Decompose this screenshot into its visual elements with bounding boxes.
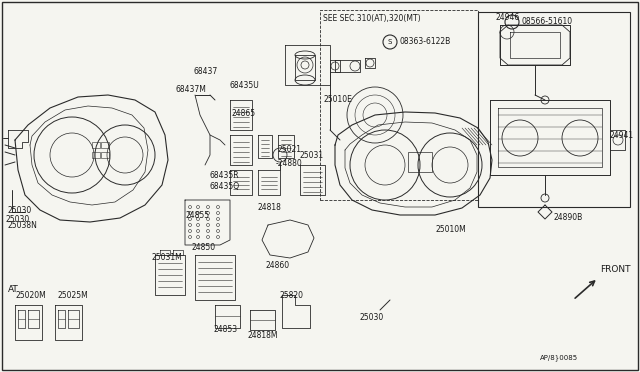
Text: 25021: 25021 (278, 145, 302, 154)
Bar (320, 10, 478, 200)
Text: 24890B: 24890B (553, 214, 582, 222)
Text: 25020M: 25020M (15, 291, 45, 299)
Bar (92, 142, 100, 148)
Text: 25820: 25820 (280, 291, 304, 299)
Text: 24818: 24818 (258, 202, 282, 212)
Text: 68435R: 68435R (210, 170, 239, 180)
Text: SEE SEC.310(AT),320(MT): SEE SEC.310(AT),320(MT) (323, 13, 420, 22)
Text: S: S (388, 39, 392, 45)
Text: 24850: 24850 (192, 244, 216, 253)
Bar (478, 12, 630, 207)
Text: 08363-6122B: 08363-6122B (399, 38, 451, 46)
Text: 24860: 24860 (265, 260, 289, 269)
Text: 25038N: 25038N (7, 221, 37, 230)
Text: 24853: 24853 (213, 326, 237, 334)
Bar (101, 142, 109, 148)
Text: 68437M: 68437M (175, 86, 206, 94)
Text: 24865: 24865 (232, 109, 256, 118)
Bar (101, 152, 109, 158)
Text: 25030: 25030 (360, 314, 384, 323)
Text: 24941: 24941 (610, 131, 634, 140)
Text: AT: AT (8, 285, 19, 295)
Bar (92, 152, 100, 158)
Text: 25031: 25031 (300, 151, 324, 160)
Text: 24946: 24946 (495, 13, 519, 22)
Text: 24818M: 24818M (248, 330, 278, 340)
Text: 68435Q: 68435Q (210, 183, 240, 192)
Text: 68437: 68437 (193, 67, 217, 77)
Text: AP/8}0085: AP/8}0085 (540, 355, 578, 361)
Text: 24855: 24855 (185, 211, 209, 219)
Text: 25030: 25030 (7, 206, 31, 215)
Text: 25030: 25030 (5, 215, 29, 224)
Text: -24880: -24880 (276, 158, 303, 167)
Text: 08566-51610: 08566-51610 (521, 17, 572, 26)
Text: 25010M: 25010M (435, 225, 466, 234)
Text: FRONT: FRONT (600, 266, 630, 275)
Text: 25010E: 25010E (324, 96, 353, 105)
Text: 25025M: 25025M (57, 291, 88, 299)
Text: 25031M: 25031M (152, 253, 183, 263)
Bar (408, 152, 432, 172)
Text: 68435U: 68435U (230, 80, 260, 90)
